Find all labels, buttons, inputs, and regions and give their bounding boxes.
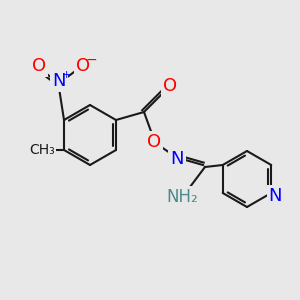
Text: N: N <box>268 187 282 205</box>
Text: +: + <box>61 70 71 80</box>
Text: −: − <box>85 53 97 67</box>
Text: N: N <box>170 150 184 168</box>
Text: CH₃: CH₃ <box>29 143 55 157</box>
Text: O: O <box>76 57 90 75</box>
Text: O: O <box>147 133 161 151</box>
Text: O: O <box>163 77 177 95</box>
Text: N: N <box>52 72 66 90</box>
Text: O: O <box>32 57 46 75</box>
Text: NH₂: NH₂ <box>166 188 198 206</box>
